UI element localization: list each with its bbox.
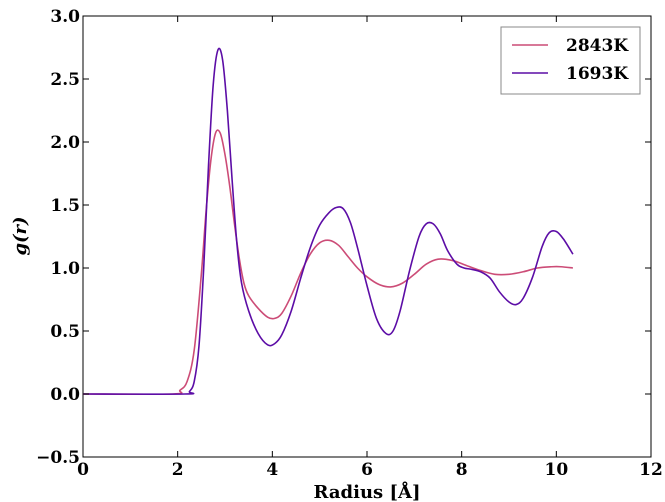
x-tick-label: 6 [361,460,373,480]
series-line-2 [82,47,574,395]
legend-label-2: 1693K [566,64,629,84]
series-group [82,47,574,396]
y-tick-label: 1.0 [50,259,80,279]
legend: 2843K 1693K [500,26,641,95]
y-tick-label: 0.5 [50,322,80,342]
plot-area: 0 2 4 6 8 10 12 −0.5 0.0 0.5 1.0 1.5 2.0 2.5 3.0 [36,7,663,480]
ticks-group: 0 2 4 6 8 10 12 −0.5 0.0 0.5 1.0 1.5 2.0 2.5 3.0 [36,7,663,480]
axis-labels: Radius [Å] g(r) [10,216,420,502]
y-tick-label: −0.5 [36,448,80,468]
x-axis-label: Radius [Å] [314,480,421,502]
x-tick-label: 4 [266,460,278,480]
y-axis-label: g(r) [10,216,31,255]
x-tick-label: 10 [544,460,568,480]
y-tick-label: 1.5 [50,196,80,216]
series-line-1 [82,129,573,396]
y-tick-label: 2.5 [50,70,80,90]
x-tick-label: 2 [172,460,184,480]
x-tick-label: 0 [77,460,89,480]
y-tick-label: 0.0 [50,385,80,405]
x-tick-label: 12 [639,460,663,480]
y-tick-label: 2.0 [50,133,80,153]
legend-label-1: 2843K [566,36,629,56]
legend-box [500,26,641,95]
x-tick-label: 8 [456,460,468,480]
y-tick-label: 3.0 [50,7,80,27]
